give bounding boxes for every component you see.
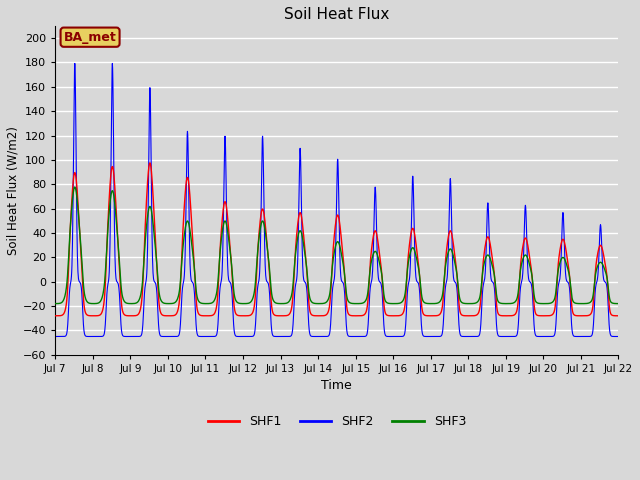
- Title: Soil Heat Flux: Soil Heat Flux: [284, 7, 390, 22]
- Legend: SHF1, SHF2, SHF3: SHF1, SHF2, SHF3: [203, 410, 471, 433]
- Y-axis label: Soil Heat Flux (W/m2): Soil Heat Flux (W/m2): [7, 126, 20, 255]
- X-axis label: Time: Time: [321, 379, 352, 392]
- Text: BA_met: BA_met: [64, 31, 116, 44]
